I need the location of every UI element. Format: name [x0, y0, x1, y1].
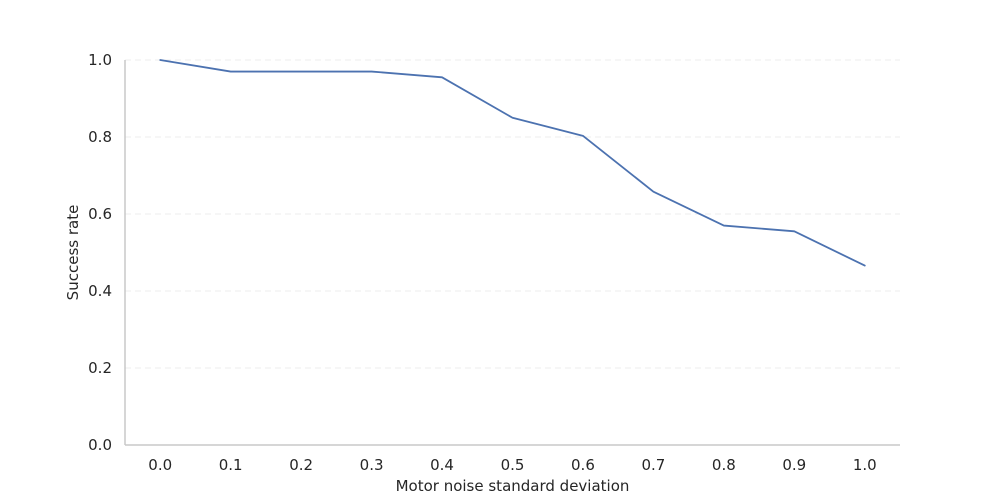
y-tick-label: 0.8: [88, 128, 112, 146]
series-line-0: [159, 59, 866, 267]
x-tick-label: 0.9: [782, 456, 806, 474]
x-tick-label: 0.0: [148, 456, 172, 474]
y-axis-title: Success rate: [64, 205, 82, 301]
x-tick-labels: 0.0 0.1 0.2 0.3 0.4 0.5 0.6 0.7 0.8 0.9 1.0: [148, 456, 876, 474]
y-tick-label: 1.0: [88, 51, 112, 69]
series-lines: [159, 59, 866, 267]
x-tick-label: 0.7: [641, 456, 665, 474]
x-axis-title: Motor noise standard deviation: [396, 477, 630, 495]
x-tick-label: 1.0: [853, 456, 877, 474]
grid-lines: [125, 59, 900, 369]
y-tick-label: 0.2: [88, 359, 112, 377]
axes: [124, 60, 900, 446]
x-tick-label: 0.4: [430, 456, 454, 474]
x-tick-label: 0.6: [571, 456, 595, 474]
y-tick-label: 0.6: [88, 205, 112, 223]
y-tick-labels: 0.0 0.2 0.4 0.6 0.8 1.0: [88, 51, 112, 454]
x-tick-label: 0.8: [712, 456, 736, 474]
x-tick-label: 0.2: [289, 456, 313, 474]
x-tick-label: 0.1: [219, 456, 243, 474]
y-tick-label: 0.4: [88, 282, 112, 300]
x-tick-label: 0.5: [501, 456, 525, 474]
x-tick-label: 0.3: [360, 456, 384, 474]
y-tick-label: 0.0: [88, 436, 112, 454]
